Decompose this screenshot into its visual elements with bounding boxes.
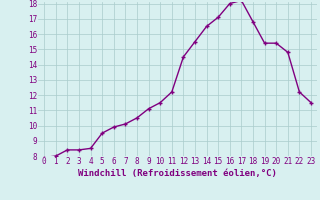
X-axis label: Windchill (Refroidissement éolien,°C): Windchill (Refroidissement éolien,°C): [78, 169, 277, 178]
